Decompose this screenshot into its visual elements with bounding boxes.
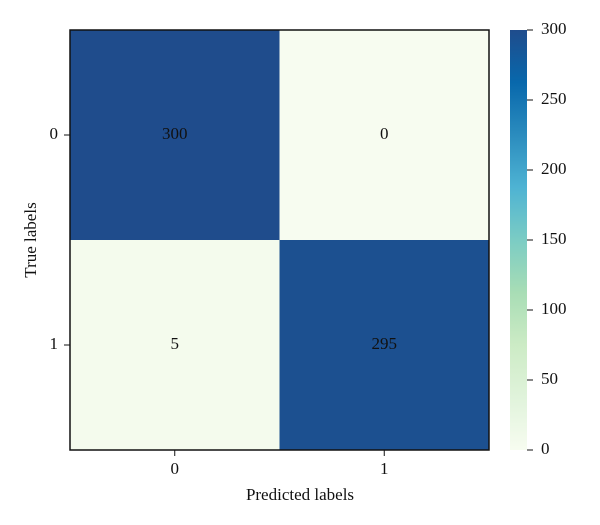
heatmap-cell bbox=[70, 30, 280, 240]
colorbar-tick-label: 150 bbox=[541, 229, 567, 248]
plot-frame bbox=[69, 29, 490, 451]
colorbar-tick-label: 50 bbox=[541, 369, 558, 388]
y-tick-label: 1 bbox=[50, 334, 59, 353]
cell-label: 295 bbox=[372, 334, 398, 353]
cell-label: 5 bbox=[171, 334, 180, 353]
y-axis-label: True labels bbox=[21, 202, 40, 277]
colorbar-tick-label: 100 bbox=[541, 299, 567, 318]
colorbar-tick-label: 250 bbox=[541, 89, 567, 108]
colorbar-tick-label: 200 bbox=[541, 159, 567, 178]
x-axis-label: Predicted labels bbox=[246, 485, 354, 504]
colorbar-tick-label: 300 bbox=[541, 19, 567, 38]
x-tick-label: 1 bbox=[380, 459, 389, 478]
y-tick-label: 0 bbox=[50, 124, 59, 143]
heatmap-cell bbox=[279, 30, 489, 240]
heatmap-cell bbox=[70, 240, 280, 450]
colorbar-tick-label: 0 bbox=[541, 439, 550, 458]
x-tick-label: 0 bbox=[171, 459, 180, 478]
heatmap-cell bbox=[279, 240, 489, 450]
cell-label: 300 bbox=[162, 124, 188, 143]
colorbar bbox=[510, 30, 527, 450]
cell-label: 0 bbox=[380, 124, 389, 143]
